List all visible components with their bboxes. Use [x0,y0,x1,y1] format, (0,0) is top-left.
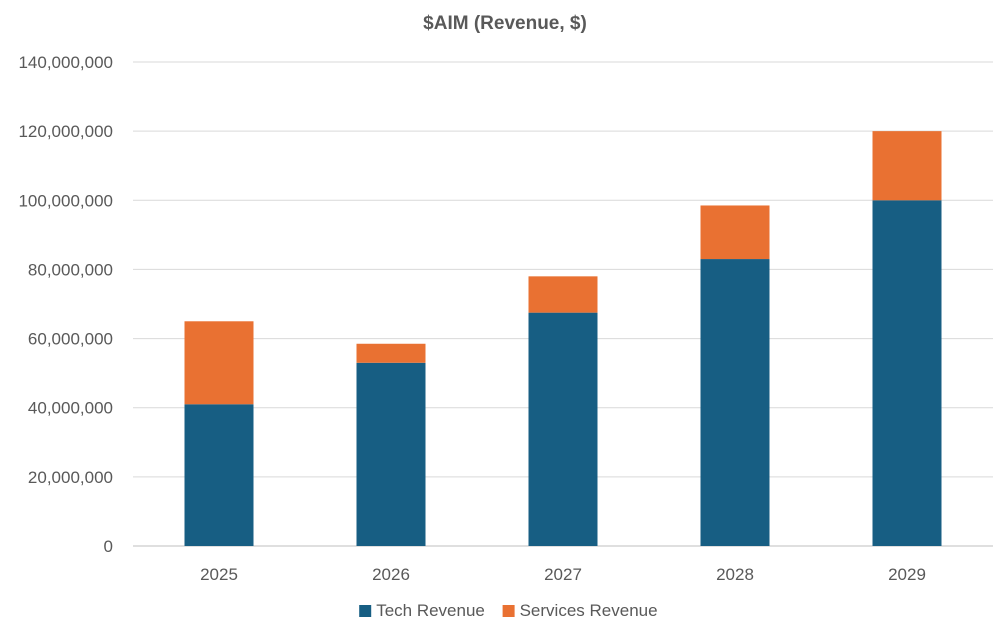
tech-revenue-bar-2025 [184,404,254,546]
tech-revenue-bar-2027 [528,312,598,546]
legend: Tech Revenue Services Revenue [359,601,658,620]
x-tick-label: 2027 [544,565,582,584]
tech-revenue-bar-2028 [700,259,770,546]
tech-revenue-bar-2026 [356,362,426,546]
services-revenue-bar-2025 [184,321,254,405]
services-revenue-bar-2029 [872,131,942,201]
y-tick-label: 120,000,000 [18,122,113,141]
x-axis-ticks: 2025 2026 2027 2028 2029 [200,565,926,584]
y-tick-label: 0 [104,537,113,556]
y-tick-label: 140,000,000 [18,53,113,72]
y-tick-label: 20,000,000 [28,468,113,487]
y-tick-label: 40,000,000 [28,399,113,418]
y-axis-ticks: 0 20,000,000 40,000,000 60,000,000 80,000,00… [18,53,113,556]
legend-swatch-tech [359,605,372,617]
tech-revenue-bar-2029 [872,200,942,547]
services-revenue-bar-2028 [700,205,770,260]
x-tick-label: 2026 [372,565,410,584]
x-tick-label: 2025 [200,565,238,584]
services-revenue-bar-2027 [528,276,598,313]
y-tick-label: 60,000,000 [28,330,113,349]
x-tick-label: 2029 [888,565,926,584]
y-tick-label: 100,000,000 [18,191,113,210]
x-tick-label: 2028 [716,565,754,584]
y-tick-label: 80,000,000 [28,260,113,279]
bars [184,131,942,547]
legend-label: Tech Revenue [376,601,485,620]
chart-title: $AIM (Revenue, $) [423,13,587,34]
services-revenue-bar-2026 [356,343,426,363]
legend-label: Services Revenue [520,601,658,620]
legend-swatch-services [502,605,515,617]
